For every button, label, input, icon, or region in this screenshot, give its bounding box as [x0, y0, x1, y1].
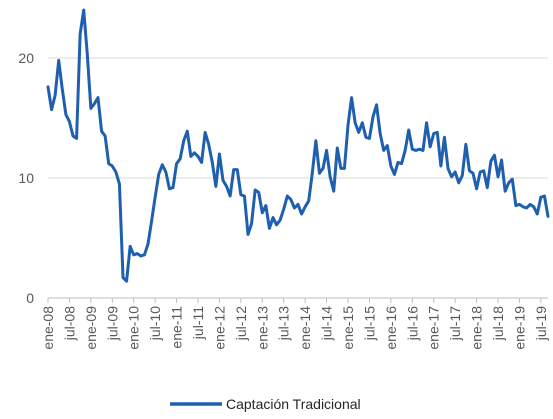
x-tick-label: ene-09 — [83, 306, 99, 350]
x-axis: ene-08 jul-08 ene-09 jul-09 ene-10 jul-10 ene-… — [40, 297, 549, 350]
x-tick-label: ene-11 — [169, 306, 185, 349]
x-tick-label: ene-16 — [383, 306, 399, 350]
x-tick-label: jul-19 — [533, 306, 549, 341]
x-tick-label: jul-16 — [404, 306, 420, 341]
x-tick-label: jul-08 — [61, 306, 77, 341]
y-tick-label: 20 — [18, 50, 34, 66]
x-tick-label: ene-14 — [297, 306, 313, 350]
x-tick-label: jul-17 — [447, 306, 463, 341]
x-tick-label: jul-13 — [276, 306, 292, 341]
x-tick-label: jul-15 — [361, 306, 377, 341]
x-tick-label: ene-15 — [340, 306, 356, 350]
x-tick-label: jul-18 — [490, 306, 506, 341]
series-layer — [46, 8, 550, 283]
x-tick-label: jul-12 — [233, 306, 249, 341]
y-tick-label: 10 — [18, 170, 34, 186]
x-tick-label: ene-13 — [254, 306, 270, 350]
x-tick-label: ene-10 — [126, 306, 142, 350]
y-axis: 0 10 20 — [18, 50, 34, 306]
x-tick-label: ene-12 — [211, 306, 227, 350]
x-tick-label: ene-19 — [511, 306, 527, 350]
legend-label: Captación Tradicional — [226, 396, 361, 412]
x-tick-label: jul-09 — [104, 306, 120, 341]
x-tick-label: jul-11 — [190, 306, 206, 340]
legend: Captación Tradicional — [170, 396, 361, 412]
x-tick-label: ene-08 — [40, 306, 56, 350]
x-tick-label: jul-14 — [319, 306, 335, 341]
series-line-captacion-tradicional — [46, 8, 550, 283]
x-tick-label: ene-17 — [426, 306, 442, 350]
x-tick-label: ene-18 — [469, 306, 485, 350]
y-tick-label: 0 — [26, 290, 34, 306]
gridlines — [48, 57, 548, 179]
x-tick-label: jul-10 — [147, 306, 163, 341]
